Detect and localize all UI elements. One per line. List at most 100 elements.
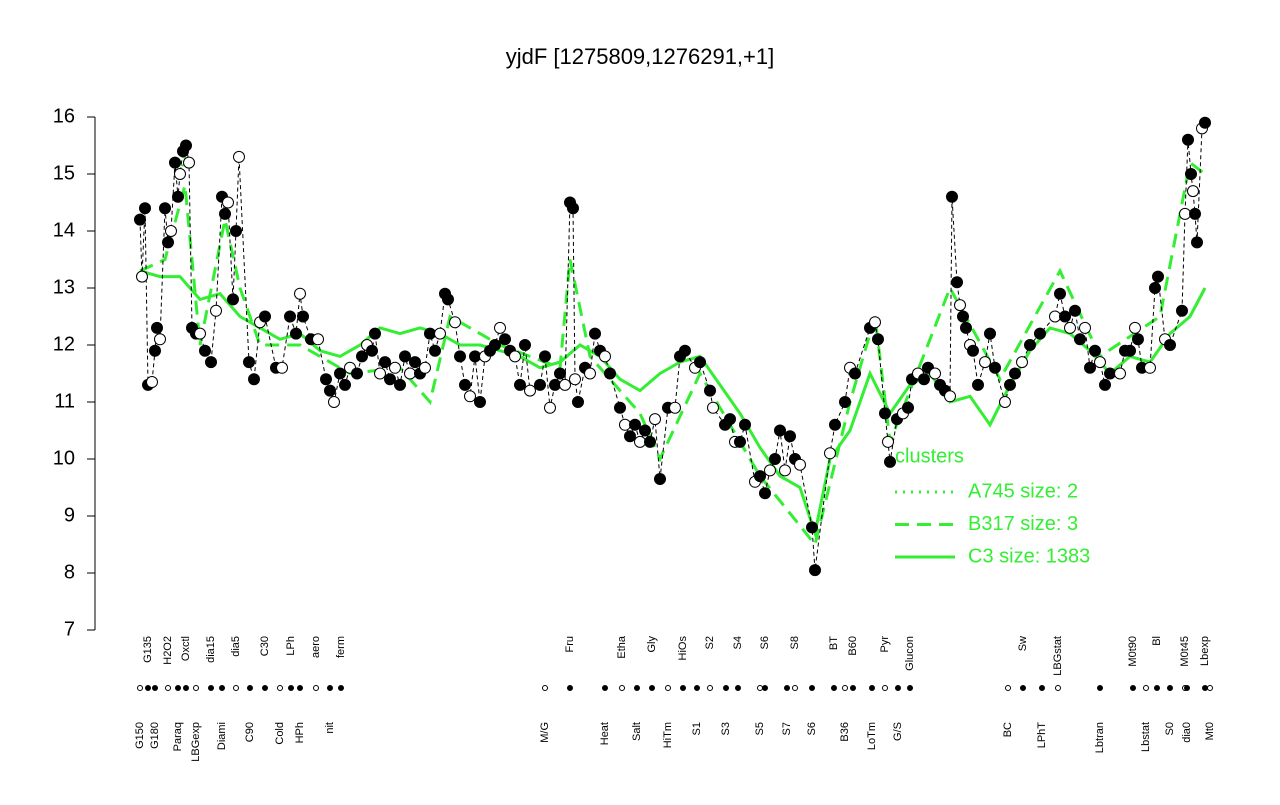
data-point bbox=[384, 373, 396, 386]
data-point bbox=[549, 378, 561, 391]
data-point bbox=[459, 378, 471, 391]
data-point bbox=[324, 384, 336, 397]
x-tick-label: HPh bbox=[294, 722, 306, 743]
data-point bbox=[1129, 321, 1141, 334]
data-point bbox=[1191, 236, 1203, 249]
y-tick-label: 8 bbox=[64, 561, 75, 583]
data-point bbox=[554, 367, 566, 380]
data-point bbox=[243, 356, 255, 369]
x-tick-label: M0t45 bbox=[1179, 636, 1191, 667]
data-point bbox=[829, 418, 841, 431]
data-point bbox=[669, 401, 681, 414]
data-point bbox=[1185, 168, 1197, 180]
data-point bbox=[351, 367, 363, 380]
data-point bbox=[999, 396, 1011, 408]
data-point bbox=[624, 430, 636, 443]
data-point bbox=[1079, 321, 1091, 334]
x-tick-dot bbox=[1097, 685, 1103, 691]
x-tick-label: S6 bbox=[759, 636, 771, 649]
data-point bbox=[389, 361, 401, 374]
data-point bbox=[1124, 344, 1136, 357]
data-point bbox=[654, 472, 666, 485]
x-tick-dot bbox=[850, 685, 856, 691]
y-tick-label: 14 bbox=[53, 219, 75, 241]
data-point bbox=[290, 327, 302, 340]
x-tick-label: S5 bbox=[754, 722, 766, 735]
x-tick-dot bbox=[542, 685, 548, 691]
data-point bbox=[162, 236, 174, 249]
x-tick-label: Sw bbox=[1017, 636, 1029, 651]
data-point bbox=[967, 344, 979, 357]
data-point bbox=[734, 435, 746, 448]
x-tick-dot bbox=[313, 685, 319, 691]
data-point bbox=[1199, 116, 1211, 129]
data-point bbox=[784, 430, 796, 443]
data-point bbox=[774, 424, 786, 437]
data-point bbox=[1089, 344, 1101, 357]
cluster-line bbox=[139, 159, 1206, 548]
data-point bbox=[599, 350, 611, 363]
x-tick-dot bbox=[694, 685, 700, 691]
x-tick-label: dia15 bbox=[205, 636, 217, 663]
data-point bbox=[989, 361, 1001, 374]
x-tick-dot bbox=[602, 685, 608, 691]
x-tick-label: B36 bbox=[839, 722, 851, 742]
y-tick-label: 10 bbox=[53, 447, 75, 469]
data-point bbox=[276, 361, 288, 374]
data-point bbox=[227, 293, 239, 306]
data-point bbox=[944, 390, 956, 403]
data-point bbox=[882, 435, 894, 448]
x-tick-label: H2O2 bbox=[162, 636, 174, 665]
x-tick-dot bbox=[907, 685, 913, 691]
data-point bbox=[1084, 361, 1096, 374]
x-tick-dot bbox=[784, 685, 790, 691]
data-point bbox=[1132, 333, 1144, 346]
data-point bbox=[704, 384, 716, 397]
data-point bbox=[174, 168, 186, 180]
data-point bbox=[334, 367, 346, 380]
data-point bbox=[619, 418, 631, 431]
x-tick-dot bbox=[338, 685, 344, 691]
data-point bbox=[951, 276, 963, 289]
x-tick-dot bbox=[1143, 685, 1149, 691]
x-tick-label: Etha bbox=[616, 635, 628, 659]
x-tick-dot bbox=[680, 685, 686, 691]
data-point bbox=[1074, 333, 1086, 346]
x-tick-label: ferm bbox=[335, 636, 347, 658]
x-tick-label: M0t90 bbox=[1127, 636, 1139, 667]
x-tick-label: B60 bbox=[847, 636, 859, 656]
data-point bbox=[1176, 304, 1188, 317]
x-tick-dot bbox=[723, 685, 729, 691]
data-point bbox=[629, 418, 641, 431]
x-tick-dot bbox=[1207, 685, 1213, 691]
data-point bbox=[759, 487, 771, 500]
data-point bbox=[639, 424, 651, 437]
x-tick-dot bbox=[1005, 685, 1011, 691]
data-point bbox=[230, 225, 242, 237]
data-point bbox=[946, 190, 958, 203]
data-point bbox=[1059, 310, 1071, 323]
data-point bbox=[957, 310, 969, 323]
data-point bbox=[494, 321, 506, 334]
x-tick-label: Lbstat bbox=[1140, 722, 1152, 752]
data-point bbox=[809, 564, 821, 577]
x-tick-label: Oxctl bbox=[180, 636, 192, 661]
data-point bbox=[222, 196, 234, 209]
x-tick-label: Mt0 bbox=[1204, 722, 1216, 740]
x-tick-label: S0 bbox=[1164, 722, 1176, 735]
data-point bbox=[429, 344, 441, 357]
data-point bbox=[139, 202, 151, 215]
x-tick-label: S1 bbox=[691, 722, 703, 735]
x-tick-dot bbox=[831, 685, 837, 691]
data-point bbox=[474, 396, 486, 408]
data-point bbox=[1004, 378, 1016, 391]
data-point bbox=[872, 333, 884, 346]
x-tick-dot bbox=[895, 685, 901, 691]
data-point bbox=[794, 458, 806, 471]
x-tick-label: aero bbox=[310, 636, 322, 658]
data-point bbox=[1104, 367, 1116, 380]
data-point bbox=[172, 190, 184, 203]
y-tick-label: 16 bbox=[53, 105, 75, 127]
data-point bbox=[210, 304, 222, 317]
